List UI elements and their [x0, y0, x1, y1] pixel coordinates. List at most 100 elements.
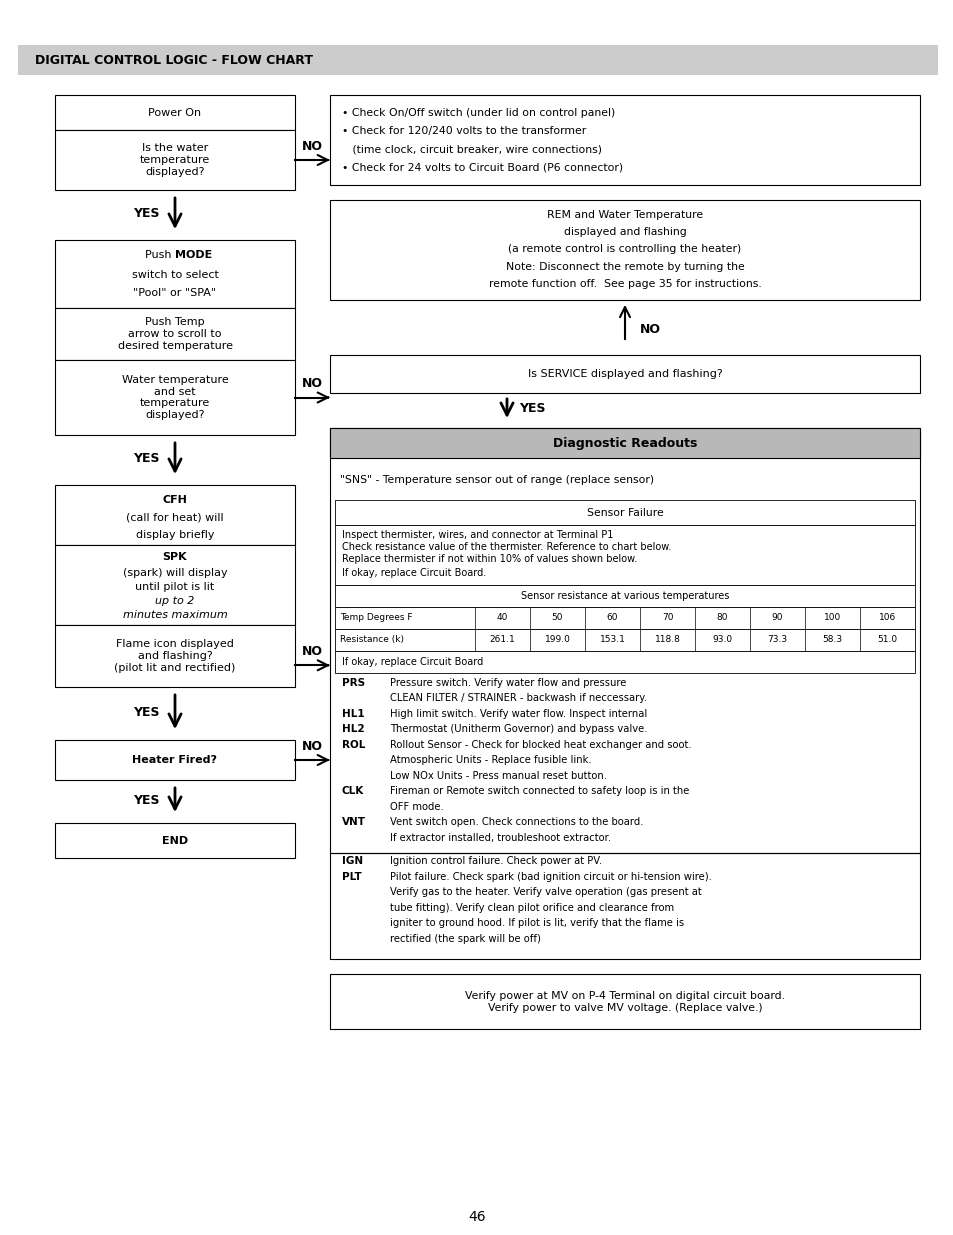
- Text: Heater Fired?: Heater Fired?: [132, 755, 217, 764]
- Text: Ignition control failure. Check power at PV.: Ignition control failure. Check power at…: [390, 857, 601, 867]
- Text: rectified (the spark will be off): rectified (the spark will be off): [390, 934, 540, 944]
- Bar: [55, 625, 294, 687]
- Text: 106: 106: [878, 614, 895, 622]
- Bar: [55, 308, 294, 359]
- Text: CLK: CLK: [341, 787, 364, 797]
- Bar: [55, 740, 294, 781]
- Text: 80: 80: [716, 614, 727, 622]
- Text: Rollout Sensor - Check for blocked heat exchanger and soot.: Rollout Sensor - Check for blocked heat …: [390, 740, 691, 750]
- Text: NO: NO: [302, 740, 323, 752]
- Text: • Check On/Off switch (under lid on control panel): • Check On/Off switch (under lid on cont…: [341, 107, 615, 119]
- Text: 50: 50: [551, 614, 562, 622]
- Bar: [55, 823, 294, 858]
- Text: switch to select: switch to select: [132, 270, 218, 280]
- Text: HL2: HL2: [341, 725, 364, 735]
- Text: Flame icon displayed
and flashing?
(pilot lit and rectified): Flame icon displayed and flashing? (pilo…: [114, 640, 235, 673]
- Text: until pilot is lit: until pilot is lit: [135, 582, 214, 592]
- Text: If extractor installed, troubleshoot extractor.: If extractor installed, troubleshoot ext…: [390, 832, 611, 844]
- Bar: [335, 651, 914, 673]
- Text: PRS: PRS: [341, 678, 365, 688]
- Text: REM and Water Temperature: REM and Water Temperature: [546, 210, 702, 220]
- Text: Low NOx Units - Press manual reset button.: Low NOx Units - Press manual reset butto…: [390, 771, 606, 781]
- Text: 73.3: 73.3: [766, 636, 787, 645]
- Text: display briefly: display briefly: [135, 530, 214, 540]
- Text: 58.3: 58.3: [821, 636, 841, 645]
- Text: NO: NO: [302, 645, 323, 658]
- Text: Power On: Power On: [149, 107, 201, 117]
- Text: OFF mode.: OFF mode.: [390, 802, 443, 811]
- Bar: [330, 354, 919, 393]
- Text: 60: 60: [606, 614, 618, 622]
- Bar: [18, 44, 937, 75]
- Bar: [335, 606, 914, 629]
- Bar: [335, 525, 914, 585]
- Text: 51.0: 51.0: [877, 636, 897, 645]
- Text: 153.1: 153.1: [598, 636, 625, 645]
- Text: NO: NO: [302, 377, 323, 390]
- Text: Sensor resistance at various temperatures: Sensor resistance at various temperature…: [520, 592, 728, 601]
- Text: Is SERVICE displayed and flashing?: Is SERVICE displayed and flashing?: [527, 369, 721, 379]
- Bar: [335, 629, 914, 651]
- Text: Check resistance value of the thermister. Reference to chart below.: Check resistance value of the thermister…: [341, 542, 671, 552]
- Text: tube fitting). Verify clean pilot orifice and clearance from: tube fitting). Verify clean pilot orific…: [390, 903, 674, 913]
- Text: Diagnostic Readouts: Diagnostic Readouts: [552, 436, 697, 450]
- Text: Temp Degrees F: Temp Degrees F: [339, 614, 412, 622]
- Bar: [55, 359, 294, 435]
- Text: Is the water
temperature
displayed?: Is the water temperature displayed?: [140, 143, 210, 177]
- Text: Verify gas to the heater. Verify valve operation (gas present at: Verify gas to the heater. Verify valve o…: [390, 888, 701, 898]
- Bar: [55, 545, 294, 625]
- Text: 40: 40: [497, 614, 508, 622]
- Text: Verify power at MV on P-4 Terminal on digital circuit board.
Verify power to val: Verify power at MV on P-4 Terminal on di…: [464, 992, 784, 1013]
- Text: Pilot failure. Check spark (bad ignition circuit or hi-tension wire).: Pilot failure. Check spark (bad ignition…: [390, 872, 711, 882]
- Text: DIGITAL CONTROL LOGIC - FLOW CHART: DIGITAL CONTROL LOGIC - FLOW CHART: [35, 53, 313, 67]
- Text: displayed and flashing: displayed and flashing: [563, 227, 685, 237]
- Text: (call for heat) will: (call for heat) will: [126, 513, 224, 522]
- Bar: [335, 585, 914, 606]
- Text: (spark) will display: (spark) will display: [123, 568, 227, 578]
- Text: 93.0: 93.0: [712, 636, 732, 645]
- Text: 70: 70: [661, 614, 673, 622]
- Text: Pressure switch. Verify water flow and pressure: Pressure switch. Verify water flow and p…: [390, 678, 626, 688]
- Text: 118.8: 118.8: [654, 636, 679, 645]
- Text: VNT: VNT: [341, 818, 366, 827]
- Text: (time clock, circuit breaker, wire connections): (time clock, circuit breaker, wire conne…: [341, 144, 601, 154]
- Text: • Check for 120/240 volts to the transformer: • Check for 120/240 volts to the transfo…: [341, 126, 586, 136]
- Text: CFH: CFH: [162, 495, 187, 505]
- Bar: [330, 429, 919, 458]
- Text: Push: Push: [145, 249, 174, 261]
- Text: NO: NO: [639, 322, 660, 336]
- Bar: [55, 240, 294, 308]
- Text: END: END: [162, 836, 188, 846]
- Text: minutes maximum: minutes maximum: [123, 610, 227, 620]
- Text: Atmospheric Units - Replace fusible link.: Atmospheric Units - Replace fusible link…: [390, 756, 591, 766]
- Text: "SNS" - Temperature sensor out of range (replace sensor): "SNS" - Temperature sensor out of range …: [339, 475, 654, 485]
- Text: "Pool" or "SPA": "Pool" or "SPA": [133, 288, 216, 298]
- Text: YES: YES: [133, 794, 160, 806]
- Text: Push Temp
arrow to scroll to
desired temperature: Push Temp arrow to scroll to desired tem…: [117, 317, 233, 351]
- Text: igniter to ground hood. If pilot is lit, verify that the flame is: igniter to ground hood. If pilot is lit,…: [390, 919, 683, 929]
- Bar: [55, 95, 294, 130]
- Text: 46: 46: [468, 1210, 485, 1224]
- Bar: [330, 95, 919, 185]
- Text: Inspect thermister, wires, and connector at Terminal P1: Inspect thermister, wires, and connector…: [341, 530, 613, 540]
- Text: 199.0: 199.0: [544, 636, 570, 645]
- Text: SPK: SPK: [163, 552, 187, 562]
- Text: • Check for 24 volts to Circuit Board (P6 connector): • Check for 24 volts to Circuit Board (P…: [341, 162, 622, 172]
- Text: Thermostat (Unitherm Governor) and bypass valve.: Thermostat (Unitherm Governor) and bypas…: [390, 725, 647, 735]
- Text: Resistance (k): Resistance (k): [339, 636, 403, 645]
- Text: MODE: MODE: [174, 249, 212, 261]
- Text: PLT: PLT: [341, 872, 361, 882]
- Text: Replace thermister if not within 10% of values shown below.: Replace thermister if not within 10% of …: [341, 555, 637, 564]
- Text: Sensor Failure: Sensor Failure: [586, 508, 662, 517]
- Text: High limit switch. Verify water flow. Inspect internal: High limit switch. Verify water flow. In…: [390, 709, 646, 719]
- Text: Note: Disconnect the remote by turning the: Note: Disconnect the remote by turning t…: [505, 262, 743, 272]
- Bar: [335, 500, 914, 525]
- Bar: [330, 200, 919, 300]
- Text: IGN: IGN: [341, 857, 363, 867]
- Text: YES: YES: [133, 207, 160, 221]
- Text: CLEAN FILTER / STRAINER - backwash if neccessary.: CLEAN FILTER / STRAINER - backwash if ne…: [390, 694, 646, 704]
- Text: remote function off.  See page 35 for instructions.: remote function off. See page 35 for ins…: [488, 279, 760, 289]
- Bar: [330, 974, 919, 1030]
- Bar: [55, 130, 294, 190]
- Text: YES: YES: [518, 401, 545, 415]
